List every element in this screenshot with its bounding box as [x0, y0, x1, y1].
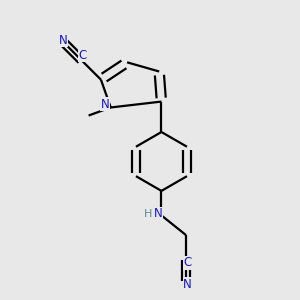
- Text: C: C: [184, 256, 192, 269]
- Text: H: H: [143, 209, 152, 219]
- Text: N: N: [58, 34, 67, 46]
- Text: N: N: [154, 207, 163, 220]
- Text: N: N: [100, 98, 109, 111]
- Text: N: N: [183, 278, 192, 291]
- Text: C: C: [79, 49, 87, 62]
